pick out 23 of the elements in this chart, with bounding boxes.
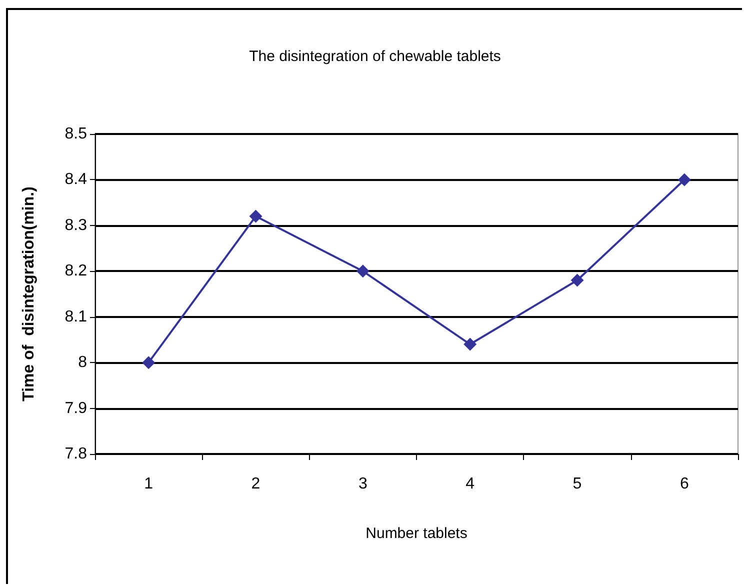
- y-tick-label: 8.3: [64, 216, 88, 234]
- chart-title: The disintegration of chewable tablets: [249, 48, 501, 65]
- point: [142, 356, 156, 370]
- point: [464, 338, 477, 351]
- y-tick-label: 8.5: [64, 126, 88, 142]
- x-tick-label: 1: [144, 476, 154, 492]
- y-tick-label: 7.9: [64, 400, 88, 417]
- point: [570, 274, 584, 287]
- x-tick-label: 4: [466, 476, 475, 492]
- y-tick-label: 7.8: [64, 446, 88, 462]
- x-tick-label: 6: [680, 476, 689, 492]
- y-tick-label: 8.4: [64, 171, 88, 188]
- y-tick-label: 8: [78, 354, 88, 372]
- point: [356, 264, 370, 278]
- point: [678, 173, 691, 186]
- x-axis-title: Number tablets: [366, 525, 468, 542]
- y-axis-title: Time of disintegration(min.): [20, 186, 38, 402]
- x-tick-label: 2: [251, 476, 260, 492]
- x-tick-label: 3: [358, 476, 368, 492]
- y-tick-label: 8.2: [64, 262, 88, 280]
- y-tick-label: 8.1: [64, 308, 88, 326]
- x-tick-label: 5: [572, 476, 582, 492]
- point: [249, 210, 262, 223]
